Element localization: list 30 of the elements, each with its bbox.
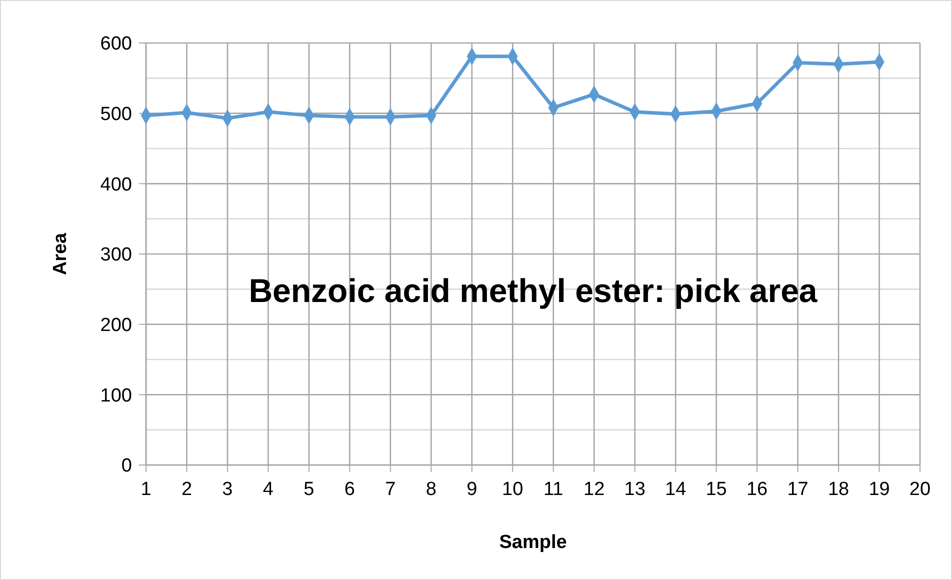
y-tick-label: 200	[100, 314, 132, 336]
x-tick-label: 4	[262, 479, 274, 500]
y-tick-label: 0	[121, 456, 132, 477]
y-tick-label: 600	[100, 34, 132, 55]
y-tick-label: 300	[100, 244, 132, 266]
x-tick-label: 19	[868, 479, 890, 500]
x-tick-label: 9	[466, 479, 478, 500]
x-tick-label: 18	[828, 479, 850, 500]
x-tick-label: 12	[584, 479, 605, 500]
x-tick-label: 11	[544, 479, 564, 500]
x-tick-label: 10	[502, 479, 524, 500]
x-tick-label: 20	[909, 479, 931, 500]
x-tick-label: 7	[385, 479, 396, 500]
x-tick-label: 3	[222, 479, 233, 500]
x-tick-label: 15	[706, 479, 727, 500]
text: Benzoic acid methyl ester: pick area	[248, 272, 818, 309]
x-tick-label: 1	[140, 479, 152, 500]
x-tick-label: 6	[344, 479, 355, 500]
x-axis-title: Sample	[499, 532, 567, 553]
y-tick-label: 400	[100, 174, 132, 196]
y-axis-title: Area	[50, 232, 71, 276]
y-tick-label: 100	[100, 385, 132, 406]
x-tick-label: 8	[426, 479, 436, 500]
x-tick-label: 14	[665, 479, 687, 500]
x-tick-label: 2	[181, 479, 192, 500]
x-tick-label: 5	[304, 479, 314, 500]
x-tick-label: 16	[746, 479, 768, 500]
y-tick-label: 500	[100, 104, 132, 125]
x-tick-label: 13	[624, 479, 646, 500]
x-tick-label: 17	[787, 479, 808, 500]
